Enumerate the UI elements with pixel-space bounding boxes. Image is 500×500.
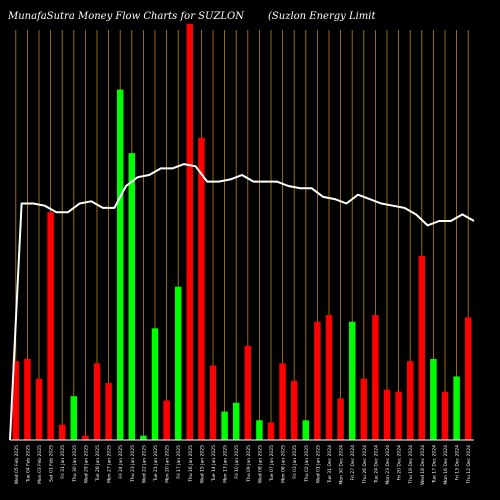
x-tick-label: Fri 10 Jan 2025 [234,445,240,479]
bar [209,365,217,440]
bar [418,256,426,440]
bar [360,378,368,440]
x-tick-label: Wed 22 Jan 2025 [141,445,147,483]
bar [12,361,20,440]
x-tick-label: Mon 27 Jan 2025 [107,445,113,483]
x-tick-label: Thu 12 Dec 2024 [466,445,472,485]
x-tick-label: Wed 18 Dec 2024 [420,445,426,485]
bar [140,435,147,440]
x-tick-label: Tue 28 Jan 2025 [95,445,101,482]
bar [441,391,449,440]
bar [325,315,333,440]
x-tick-label: Tue 14 Jan 2025 [211,445,217,482]
x-tick-label: Tue 31 Dec 2024 [327,445,333,484]
x-tick-label: Tue 07 Jan 2025 [269,445,275,482]
bar [348,321,356,440]
bar [163,400,170,440]
x-tick-label: Mon 13 Jan 2025 [223,445,229,483]
x-tick-label: Thu 16 Jan 2025 [188,445,194,483]
x-tick-label: Tue 24 Dec 2024 [373,445,379,484]
bar [151,328,159,440]
x-tick-label: Fri 27 Dec 2024 [350,445,356,481]
bar [395,391,402,440]
x-tick-label: Fri 17 Jan 2025 [176,445,182,479]
x-tick-label: Wed 05 Feb 2025 [14,445,20,484]
bar [244,345,252,440]
x-tick-label: Sat 01 Feb 2025 [49,445,55,482]
bar [116,89,124,440]
bar [105,383,112,440]
x-tick-label: Fri 24 Jan 2025 [118,445,124,479]
bar [221,411,228,440]
x-tick-labels: Wed 05 Feb 2025 Tue 04 Feb 2025 Mon 03 Feb… [14,445,472,485]
x-tick-label: Mon 16 Dec 2024 [443,445,449,485]
x-tick-label: Mon 23 Dec 2024 [385,445,391,485]
bar [93,363,101,440]
x-tick-label: Fri 03 Jan 2025 [292,445,298,479]
x-tick-label: Thu 23 Jan 2025 [130,445,136,483]
grid-lines [15,30,469,440]
bar [453,376,460,440]
bar [35,378,43,440]
x-tick-label: Mon 06 Jan 2025 [281,445,287,483]
x-tick-label: Mon 30 Dec 2024 [339,445,345,485]
bar [174,286,182,440]
bar [24,358,31,440]
x-tick-label: Wed 08 Jan 2025 [257,445,263,483]
bar [70,396,78,440]
bar [58,424,66,440]
x-tick-label: Fri 31 Jan 2025 [60,445,66,479]
bar-series [12,23,472,441]
bar [82,435,89,440]
chart-title: MunafaSutra Money Flow Charts for SUZLON [8,11,244,22]
x-tick-label: Thu 19 Dec 2024 [408,445,414,485]
x-tick-label: Thu 09 Jan 2025 [246,445,252,483]
bar [256,420,263,440]
bar [464,317,472,440]
x-tick-label: Mon 20 Jan 2025 [165,445,171,483]
bar [406,361,414,440]
x-tick-label: Thu 02 Jan 2025 [304,445,310,483]
bar [279,363,286,440]
x-tick-label: Wed 29 Jan 2025 [83,445,89,483]
x-tick-label: Wed 01 Jan 2025 [315,445,321,483]
chart-subtitle: (Suzlon Energy Limit [268,11,376,22]
bar [302,420,310,440]
x-tick-label: Tue 04 Feb 2025 [25,445,31,483]
x-tick-label: Wed 15 Jan 2025 [199,445,205,483]
bar [267,422,275,440]
line-series [9,163,475,441]
bar [383,389,391,440]
x-tick-label: Fri 13 Dec 2024 [455,445,461,481]
x-tick-label: Tue 17 Dec 2024 [431,445,437,484]
bar [128,153,136,441]
x-tick-label: Thu 26 Dec 2024 [362,445,368,485]
bar [337,398,344,440]
x-tick-label: Mon 03 Feb 2025 [37,445,43,484]
bar [372,315,379,440]
x-tick-label: Fri 20 Dec 2024 [397,445,403,481]
bar [47,212,54,440]
bar [198,137,205,440]
bar [430,358,437,440]
bar [186,23,194,441]
money-flow-line [9,163,475,441]
bar [314,321,321,440]
x-tick-label: Thu 30 Jan 2025 [72,445,78,483]
x-tick-label: Tue 21 Jan 2025 [153,445,159,482]
bar [232,402,240,440]
bar [290,380,298,440]
